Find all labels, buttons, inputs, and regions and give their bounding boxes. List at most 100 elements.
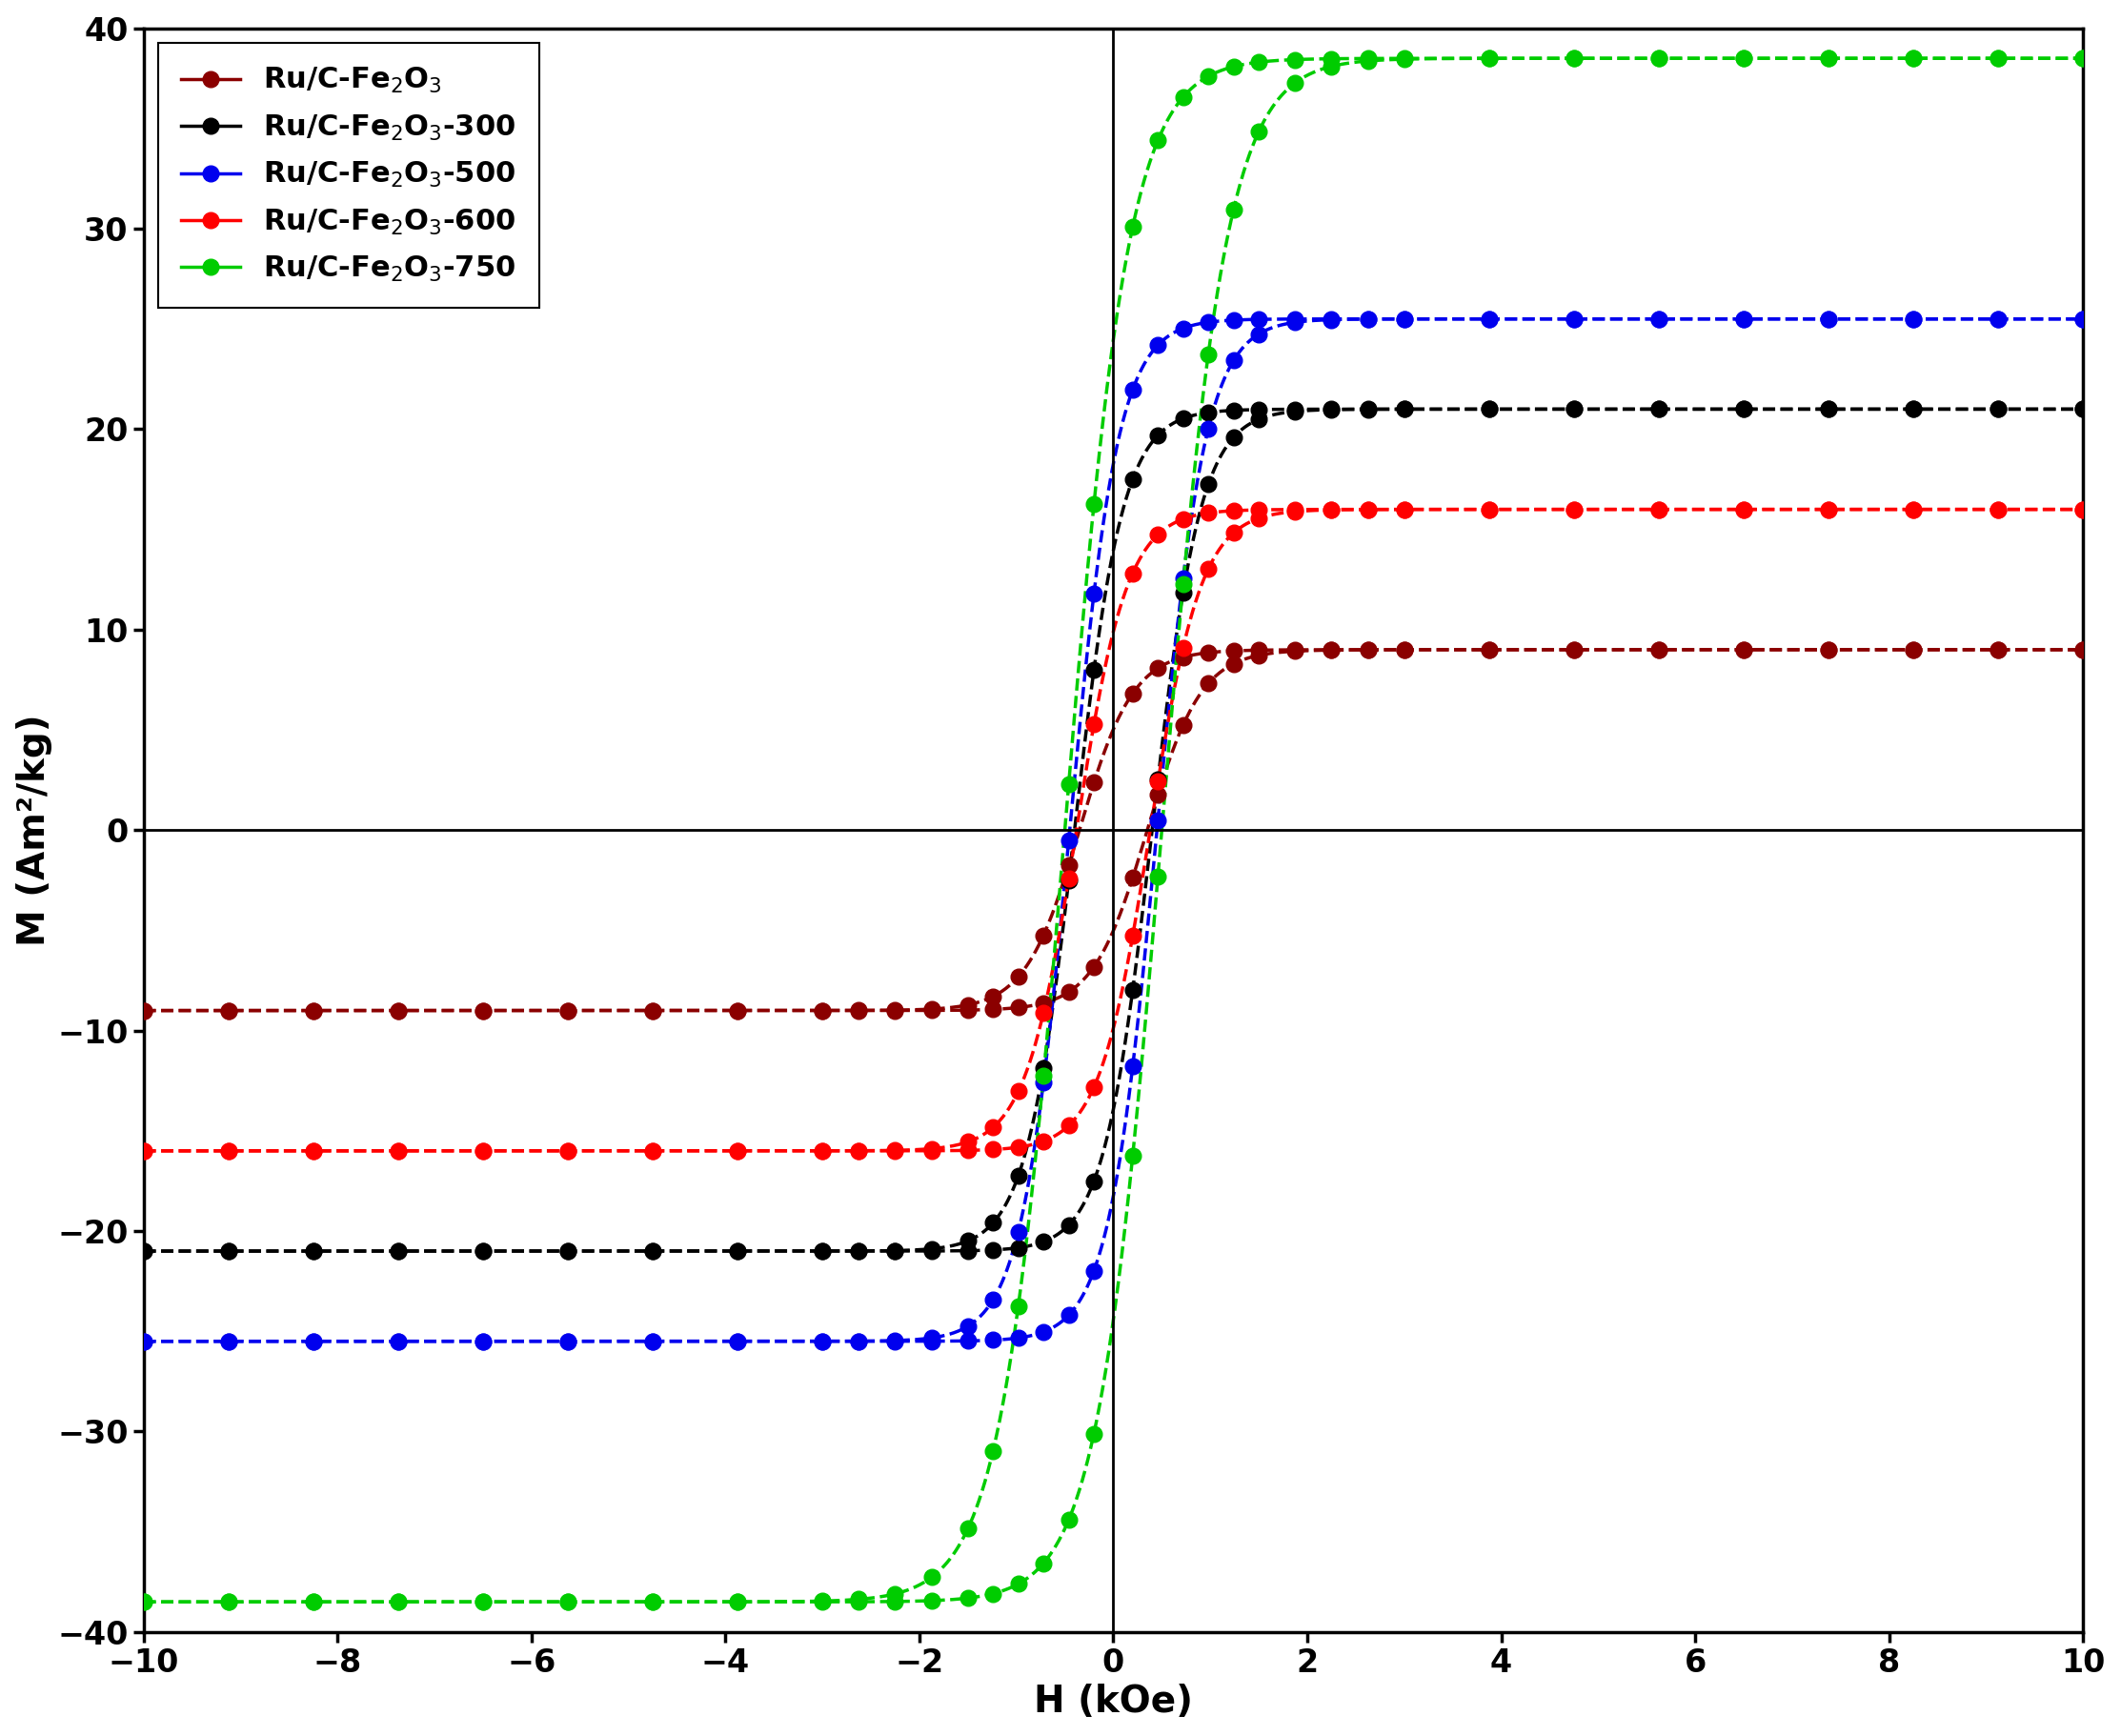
Ru/C-Fe$_2$O$_3$-500 xyxy=(1171,318,1196,339)
Ru/C-Fe$_2$O$_3$-300 xyxy=(1196,403,1222,424)
Ru/C-Fe$_2$O$_3$ xyxy=(1005,967,1031,988)
Ru/C-Fe$_2$O$_3$ xyxy=(810,1000,836,1021)
Ru/C-Fe$_2$O$_3$-300 xyxy=(1031,1057,1056,1078)
Ru/C-Fe$_2$O$_3$-300 xyxy=(2070,399,2096,420)
Ru/C-Fe$_2$O$_3$-500 xyxy=(954,1316,980,1337)
Ru/C-Fe$_2$O$_3$-600 xyxy=(954,1132,980,1153)
Ru/C-Fe$_2$O$_3$ xyxy=(1283,639,1309,660)
Ru/C-Fe$_2$O$_3$-750 xyxy=(1145,130,1171,151)
Ru/C-Fe$_2$O$_3$-750 xyxy=(1561,49,1587,69)
Ru/C-Fe$_2$O$_3$-500 xyxy=(1196,312,1222,333)
Ru/C-Fe$_2$O$_3$-300 xyxy=(1319,399,1345,420)
Ru/C-Fe$_2$O$_3$-750 xyxy=(1171,87,1196,108)
Ru/C-Fe$_2$O$_3$-300 xyxy=(725,1241,751,1262)
Ru/C-Fe$_2$O$_3$ xyxy=(1171,648,1196,668)
Ru/C-Fe$_2$O$_3$-600 xyxy=(1031,1002,1056,1023)
Ru/C-Fe$_2$O$_3$-750 xyxy=(1816,49,1841,69)
Legend: Ru/C-Fe$_2$O$_3$, Ru/C-Fe$_2$O$_3$-300, Ru/C-Fe$_2$O$_3$-500, Ru/C-Fe$_2$O$_3$-6: Ru/C-Fe$_2$O$_3$, Ru/C-Fe$_2$O$_3$-300, … xyxy=(159,43,539,307)
Ru/C-Fe$_2$O$_3$ xyxy=(954,995,980,1016)
Ru/C-Fe$_2$O$_3$-300 xyxy=(918,1238,944,1259)
Ru/C-Fe$_2$O$_3$-300 xyxy=(471,1241,496,1262)
Y-axis label: M (Am²/kg): M (Am²/kg) xyxy=(15,713,53,946)
Ru/C-Fe$_2$O$_3$ xyxy=(386,1000,411,1021)
Ru/C-Fe$_2$O$_3$-500 xyxy=(1082,583,1107,604)
Ru/C-Fe$_2$O$_3$-500 xyxy=(1120,378,1145,399)
Ru/C-Fe$_2$O$_3$-300 xyxy=(386,1241,411,1262)
Line: Ru/C-Fe$_2$O$_3$-750: Ru/C-Fe$_2$O$_3$-750 xyxy=(136,50,2091,1609)
Ru/C-Fe$_2$O$_3$ xyxy=(301,1000,327,1021)
Ru/C-Fe$_2$O$_3$-750 xyxy=(954,1519,980,1540)
Ru/C-Fe$_2$O$_3$ xyxy=(1985,639,2011,660)
Ru/C-Fe$_2$O$_3$-600 xyxy=(471,1141,496,1161)
Ru/C-Fe$_2$O$_3$-750 xyxy=(1082,495,1107,516)
Ru/C-Fe$_2$O$_3$-500 xyxy=(1985,309,2011,330)
Ru/C-Fe$_2$O$_3$-600 xyxy=(301,1141,327,1161)
Ru/C-Fe$_2$O$_3$-500 xyxy=(1222,309,1247,330)
Ru/C-Fe$_2$O$_3$-750 xyxy=(641,1592,666,1613)
Ru/C-Fe$_2$O$_3$-600 xyxy=(725,1141,751,1161)
Ru/C-Fe$_2$O$_3$ xyxy=(1646,639,1671,660)
Ru/C-Fe$_2$O$_3$ xyxy=(216,1000,242,1021)
Ru/C-Fe$_2$O$_3$-750 xyxy=(882,1583,908,1604)
Ru/C-Fe$_2$O$_3$-600 xyxy=(1355,498,1381,519)
Ru/C-Fe$_2$O$_3$-600 xyxy=(1900,498,1926,519)
Ru/C-Fe$_2$O$_3$-300 xyxy=(132,1241,157,1262)
Ru/C-Fe$_2$O$_3$ xyxy=(1900,639,1926,660)
Ru/C-Fe$_2$O$_3$ xyxy=(1731,639,1756,660)
Ru/C-Fe$_2$O$_3$-600 xyxy=(2070,498,2096,519)
Ru/C-Fe$_2$O$_3$-600 xyxy=(1120,562,1145,583)
Ru/C-Fe$_2$O$_3$-300 xyxy=(1985,399,2011,420)
Ru/C-Fe$_2$O$_3$ xyxy=(1145,658,1171,679)
Ru/C-Fe$_2$O$_3$-500 xyxy=(1561,309,1587,330)
Ru/C-Fe$_2$O$_3$-500 xyxy=(1319,309,1345,330)
Ru/C-Fe$_2$O$_3$-500 xyxy=(1283,309,1309,330)
Ru/C-Fe$_2$O$_3$ xyxy=(918,998,944,1019)
Ru/C-Fe$_2$O$_3$-750 xyxy=(1646,49,1671,69)
Ru/C-Fe$_2$O$_3$-500 xyxy=(556,1332,581,1352)
Ru/C-Fe$_2$O$_3$-600 xyxy=(846,1141,872,1161)
Ru/C-Fe$_2$O$_3$-300 xyxy=(1391,399,1417,420)
Line: Ru/C-Fe$_2$O$_3$: Ru/C-Fe$_2$O$_3$ xyxy=(136,642,2091,1019)
Ru/C-Fe$_2$O$_3$-750 xyxy=(1196,66,1222,87)
Ru/C-Fe$_2$O$_3$ xyxy=(1245,641,1270,661)
Ru/C-Fe$_2$O$_3$-500 xyxy=(1245,309,1270,330)
Ru/C-Fe$_2$O$_3$ xyxy=(846,1000,872,1021)
Ru/C-Fe$_2$O$_3$-500 xyxy=(1731,309,1756,330)
Ru/C-Fe$_2$O$_3$-300 xyxy=(1171,408,1196,429)
Ru/C-Fe$_2$O$_3$-750 xyxy=(216,1592,242,1613)
Ru/C-Fe$_2$O$_3$ xyxy=(1120,682,1145,703)
Ru/C-Fe$_2$O$_3$-750 xyxy=(556,1592,581,1613)
Ru/C-Fe$_2$O$_3$-300 xyxy=(954,1231,980,1252)
Ru/C-Fe$_2$O$_3$-600 xyxy=(1283,498,1309,519)
Ru/C-Fe$_2$O$_3$ xyxy=(1056,854,1082,875)
Ru/C-Fe$_2$O$_3$-600 xyxy=(882,1141,908,1161)
Ru/C-Fe$_2$O$_3$ xyxy=(1196,642,1222,663)
Line: Ru/C-Fe$_2$O$_3$-300: Ru/C-Fe$_2$O$_3$-300 xyxy=(136,401,2091,1259)
Ru/C-Fe$_2$O$_3$ xyxy=(556,1000,581,1021)
Ru/C-Fe$_2$O$_3$-600 xyxy=(556,1141,581,1161)
Ru/C-Fe$_2$O$_3$-600 xyxy=(1145,524,1171,545)
Ru/C-Fe$_2$O$_3$-500 xyxy=(882,1330,908,1351)
Ru/C-Fe$_2$O$_3$-600 xyxy=(1561,498,1587,519)
Ru/C-Fe$_2$O$_3$ xyxy=(1561,639,1587,660)
Ru/C-Fe$_2$O$_3$-500 xyxy=(1005,1222,1031,1243)
Ru/C-Fe$_2$O$_3$-750 xyxy=(1355,49,1381,69)
Ru/C-Fe$_2$O$_3$-750 xyxy=(1031,1066,1056,1087)
Ru/C-Fe$_2$O$_3$-300 xyxy=(1283,399,1309,420)
Ru/C-Fe$_2$O$_3$-300 xyxy=(1646,399,1671,420)
Ru/C-Fe$_2$O$_3$-600 xyxy=(216,1141,242,1161)
Ru/C-Fe$_2$O$_3$-600 xyxy=(386,1141,411,1161)
Ru/C-Fe$_2$O$_3$ xyxy=(1355,639,1381,660)
Ru/C-Fe$_2$O$_3$-750 xyxy=(980,1441,1005,1462)
Ru/C-Fe$_2$O$_3$-750 xyxy=(1283,49,1309,69)
Ru/C-Fe$_2$O$_3$ xyxy=(1476,639,1502,660)
Ru/C-Fe$_2$O$_3$-600 xyxy=(1646,498,1671,519)
Ru/C-Fe$_2$O$_3$-750 xyxy=(1985,49,2011,69)
Ru/C-Fe$_2$O$_3$-500 xyxy=(1816,309,1841,330)
Ru/C-Fe$_2$O$_3$-750 xyxy=(386,1592,411,1613)
Ru/C-Fe$_2$O$_3$-300 xyxy=(810,1241,836,1262)
Ru/C-Fe$_2$O$_3$ xyxy=(725,1000,751,1021)
Ru/C-Fe$_2$O$_3$-500 xyxy=(216,1332,242,1352)
Ru/C-Fe$_2$O$_3$-600 xyxy=(1319,498,1345,519)
Ru/C-Fe$_2$O$_3$-750 xyxy=(810,1590,836,1611)
